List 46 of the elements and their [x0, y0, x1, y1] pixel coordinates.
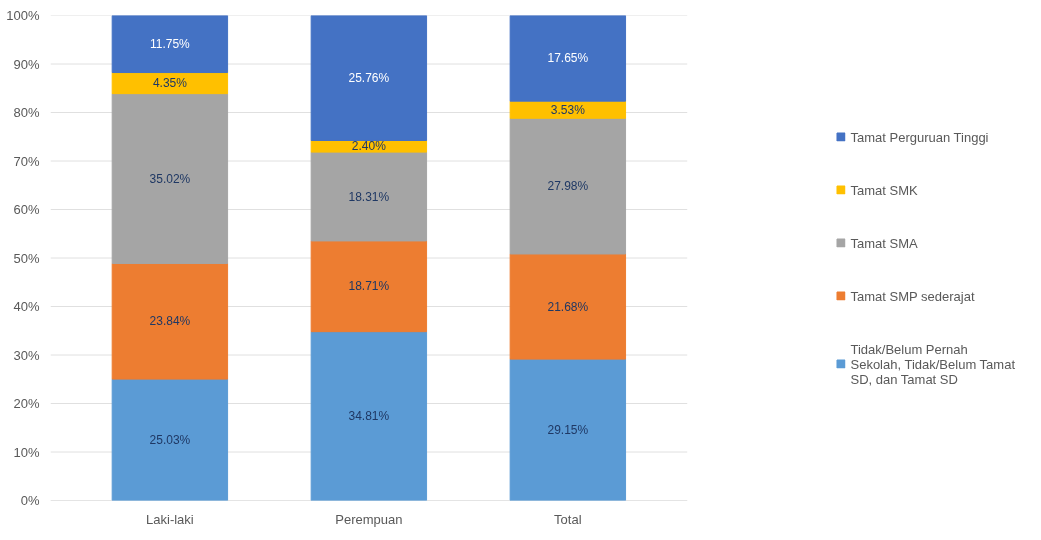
bar	[310, 331, 428, 501]
legend-label: Tamat SMP sederajat	[850, 288, 975, 303]
data-label: 18.31%	[348, 189, 390, 204]
data-label: 11.75%	[149, 37, 191, 52]
y-tick-label: 30%	[13, 347, 40, 363]
data-label: 4.35%	[152, 76, 188, 91]
data-label: 29.15%	[547, 422, 589, 437]
x-tick-label: Perempuan	[335, 511, 403, 527]
data-label: 27.98%	[547, 179, 589, 194]
bar	[111, 93, 229, 264]
bar	[509, 358, 627, 501]
bar	[310, 151, 428, 242]
bar	[509, 15, 627, 102]
bar	[111, 262, 229, 380]
data-label: 35.02%	[149, 171, 191, 186]
x-tick-label: Total	[554, 511, 582, 527]
bar	[509, 253, 627, 360]
y-tick-label: 50%	[13, 250, 40, 266]
bar	[310, 240, 428, 333]
y-tick-label: 20%	[13, 396, 40, 411]
y-tick-label: 40%	[13, 299, 40, 314]
data-label: 23.84%	[149, 314, 191, 329]
data-label: 34.81%	[348, 409, 390, 424]
data-label: 17.65%	[547, 51, 589, 66]
data-label: 3.53%	[550, 102, 586, 117]
data-label: 2.40%	[351, 139, 387, 154]
legend-label: Tamat SMK	[850, 182, 918, 197]
data-label: 21.68%	[547, 299, 589, 314]
y-tick-label: 10%	[13, 444, 40, 460]
bar	[111, 378, 229, 501]
legend-label: Tamat SMA	[850, 235, 918, 250]
y-tick-label: 60%	[13, 202, 40, 217]
legend-label: Tidak/Belum Pernah Sekolah, Tidak/Belum Tamat SD, dan Tamat SD	[850, 341, 1015, 386]
data-label: 25.76%	[348, 71, 390, 86]
y-tick-label: 0%	[20, 493, 40, 508]
bar	[111, 15, 229, 74]
data-label: 18.71%	[348, 279, 390, 294]
data-label: 25.03%	[149, 432, 191, 447]
bar	[509, 117, 627, 255]
y-tick-label: 80%	[13, 105, 40, 120]
y-tick-label: 90%	[13, 56, 40, 72]
y-tick-label: 70%	[13, 153, 40, 169]
legend-label: Tamat Perguruan Tinggi	[850, 129, 989, 144]
bar	[310, 15, 428, 141]
y-tick-label: 100%	[6, 8, 40, 23]
x-tick-label: Laki-laki	[146, 511, 194, 527]
